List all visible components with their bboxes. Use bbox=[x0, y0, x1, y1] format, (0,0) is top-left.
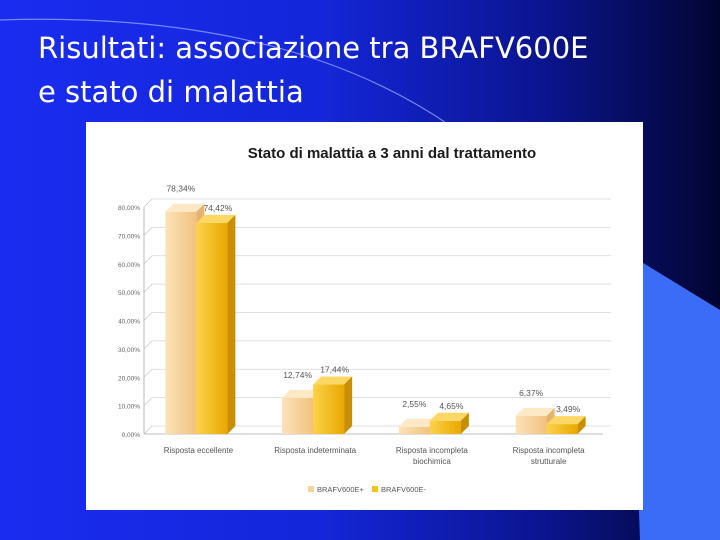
gridline-side bbox=[143, 198, 153, 208]
bar-top-face bbox=[515, 407, 555, 416]
x-category-label: Risposta eccellente bbox=[164, 446, 234, 455]
x-category-label: biochimica bbox=[413, 457, 451, 466]
bar-top-face bbox=[313, 376, 353, 385]
bar-top-face bbox=[165, 203, 205, 212]
bar-BRAFV600E+-0 bbox=[165, 211, 197, 434]
y-tick-label: 60,00% bbox=[118, 262, 140, 269]
bar-side-face bbox=[227, 214, 236, 434]
bar-BRAFV600E+-2 bbox=[398, 426, 430, 434]
gridline-side bbox=[143, 255, 153, 265]
data-label: 6,37% bbox=[519, 388, 544, 398]
bar-top-face bbox=[282, 389, 322, 398]
gridline-side bbox=[143, 397, 153, 406]
legend-label: BRAFV600E+ bbox=[317, 485, 365, 494]
bar-BRAFV600E--3 bbox=[546, 424, 578, 434]
data-label: 2,55% bbox=[402, 399, 427, 409]
y-tick-label: 50,00% bbox=[118, 290, 140, 297]
gridline-side bbox=[143, 425, 153, 435]
decorative-corner-shape bbox=[630, 255, 720, 540]
bar-chart: Stato di malattia a 3 anni dal trattamen… bbox=[118, 145, 611, 494]
chart-panel: Stato di malattia a 3 anni dal trattamen… bbox=[86, 122, 643, 510]
data-label: 74,42% bbox=[203, 203, 232, 213]
gridline-side bbox=[143, 340, 153, 350]
x-category-label: Risposta indeterminata bbox=[274, 446, 356, 455]
y-tick-label: 40,00% bbox=[118, 319, 140, 326]
data-label: 12,74% bbox=[283, 370, 312, 380]
bar-top-face bbox=[398, 418, 438, 427]
x-category-label: Risposta incompleta bbox=[396, 446, 469, 455]
x-category-label: strutturale bbox=[531, 457, 567, 466]
plot-area: 0,00% 10,00% 20,00% 30,00% 40,00% 50,00% 60,00… bbox=[118, 184, 611, 494]
y-tick-label: 20,00% bbox=[118, 375, 140, 382]
y-tick-label: 80,00% bbox=[118, 205, 140, 212]
legend-swatch bbox=[308, 486, 314, 492]
gridline-side bbox=[143, 368, 153, 378]
bar-BRAFV600E--1 bbox=[313, 384, 345, 434]
bar-BRAFV600E+-1 bbox=[282, 397, 314, 434]
y-tick-label: 0,00% bbox=[122, 432, 141, 439]
data-label: 3,49% bbox=[556, 404, 581, 414]
gridline-side bbox=[143, 283, 153, 293]
bar-top-face bbox=[546, 416, 586, 425]
bar-BRAFV600E--0 bbox=[196, 222, 228, 434]
legend-swatch bbox=[372, 486, 378, 492]
x-category-label: Risposta incompleta bbox=[513, 446, 586, 455]
y-tick-label: 30,00% bbox=[118, 347, 140, 354]
bar-side-face bbox=[460, 412, 469, 434]
data-label: 4,65% bbox=[439, 401, 464, 411]
bar-BRAFV600E--2 bbox=[429, 420, 461, 434]
gridline-side bbox=[143, 227, 153, 236]
bar-side-face bbox=[577, 416, 586, 434]
slide-title-line-2: e stato di malattia bbox=[38, 75, 304, 109]
slide-title: Risultati: associazione tra BRAFV600E e … bbox=[38, 26, 698, 114]
data-label: 78,34% bbox=[166, 184, 195, 194]
y-tick-label: 10,00% bbox=[118, 404, 140, 411]
y-tick-label: 70,00% bbox=[118, 233, 140, 240]
bar-top-face bbox=[196, 214, 236, 223]
gridline-side bbox=[143, 312, 153, 321]
chart-title: Stato di malattia a 3 anni dal trattamen… bbox=[248, 145, 536, 162]
bar-top-face bbox=[429, 412, 469, 421]
bar-side-face bbox=[344, 376, 353, 434]
legend-label: BRAFV600E- bbox=[381, 485, 427, 494]
data-label: 17,44% bbox=[320, 365, 349, 375]
bar-BRAFV600E+-3 bbox=[515, 415, 547, 434]
slide-title-line-1: Risultati: associazione tra BRAFV600E bbox=[38, 31, 589, 65]
